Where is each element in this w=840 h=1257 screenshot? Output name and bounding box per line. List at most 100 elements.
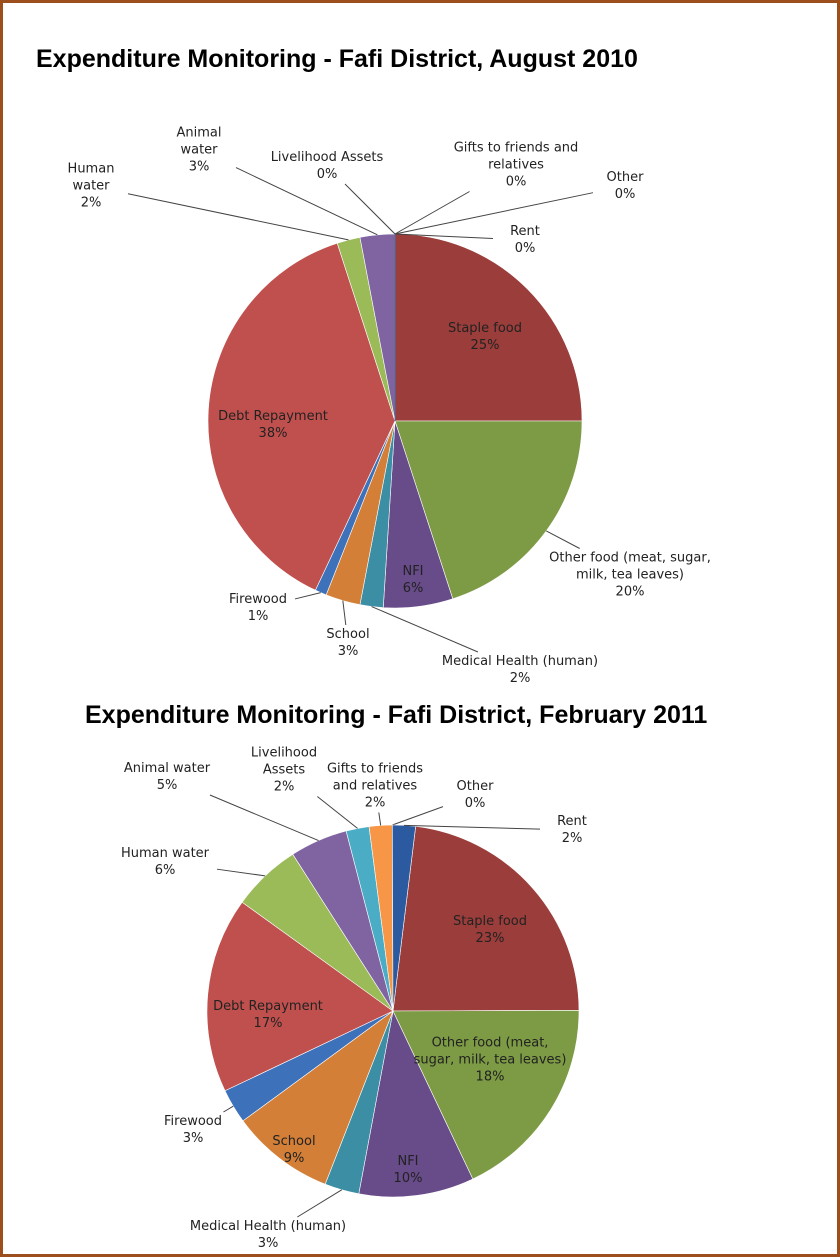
pie-slice bbox=[394, 233, 583, 422]
leader-line bbox=[371, 606, 479, 653]
value-label: 3% bbox=[188, 159, 210, 175]
category-label: Medical Health (human) bbox=[189, 1219, 347, 1234]
slice-label: Debt Repayment 38% bbox=[203, 408, 343, 442]
leader-line bbox=[209, 794, 319, 842]
value-label: 0% bbox=[505, 174, 527, 190]
leader-line bbox=[344, 183, 396, 235]
value-label: 3% bbox=[182, 1131, 204, 1146]
value-label: 25% bbox=[470, 338, 500, 353]
value-label: 2% bbox=[561, 831, 583, 846]
value-label: 3% bbox=[257, 1236, 279, 1251]
category-label: Livelihood Assets bbox=[250, 745, 318, 778]
slice-label: School 9% bbox=[264, 1133, 324, 1167]
category-label: Human water bbox=[67, 161, 115, 194]
category-label: Animal water bbox=[176, 125, 222, 158]
slice-label: Other food (meat, sugar, milk, tea leave… bbox=[540, 550, 720, 601]
pie-slice bbox=[392, 826, 580, 1012]
pie-slice bbox=[206, 901, 394, 1092]
slice-label: Staple food 25% bbox=[440, 320, 530, 354]
leader-line bbox=[394, 192, 594, 235]
value-label: 9% bbox=[283, 1151, 305, 1166]
pie-slice bbox=[392, 1010, 580, 1180]
leader-line bbox=[317, 796, 358, 829]
slice-label: Other 0% bbox=[445, 778, 505, 812]
slice-label: Livelihood Assets 0% bbox=[257, 149, 397, 183]
leader-line bbox=[392, 806, 444, 826]
value-label: 2% bbox=[509, 671, 531, 686]
slice-label: Rent 2% bbox=[542, 813, 602, 847]
category-label: Livelihood Assets bbox=[270, 150, 384, 165]
value-label: 17% bbox=[253, 1016, 283, 1031]
category-label: NFI bbox=[402, 564, 424, 579]
category-label: Firewood bbox=[164, 1114, 222, 1129]
slice-label: Debt Repayment 17% bbox=[198, 998, 338, 1032]
slice-label: NFI 6% bbox=[393, 563, 433, 597]
slice-label: NFI 10% bbox=[388, 1153, 428, 1187]
slice-label: Gifts to friends and relatives 0% bbox=[441, 140, 591, 191]
value-label: 2% bbox=[364, 795, 386, 811]
value-label: 20% bbox=[615, 584, 645, 600]
leader-line bbox=[546, 530, 580, 549]
leader-line bbox=[394, 233, 494, 240]
slice-label: Staple food 23% bbox=[445, 913, 535, 947]
slice-label: Human water 2% bbox=[56, 161, 126, 212]
slice-label: Gifts to friends and relatives 2% bbox=[315, 761, 435, 812]
pie-slice bbox=[207, 242, 396, 591]
charts bbox=[127, 167, 594, 1218]
value-label: 10% bbox=[393, 1171, 423, 1186]
slice-label: Animal water 5% bbox=[117, 760, 217, 794]
slice-label: Rent 0% bbox=[495, 223, 555, 257]
slice-label: Firewood 1% bbox=[223, 591, 293, 625]
category-label: Human water bbox=[120, 846, 210, 861]
category-label: Gifts to friends and relatives bbox=[453, 140, 579, 173]
category-label: Other food (meat, sugar, milk, tea leave… bbox=[549, 550, 711, 583]
slice-label: Animal water 3% bbox=[164, 125, 234, 176]
leader-line bbox=[294, 592, 321, 600]
category-label: Debt Repayment bbox=[218, 409, 328, 424]
pie-slice bbox=[242, 1010, 394, 1185]
category-label: School bbox=[326, 627, 370, 642]
slice-label: Firewood 3% bbox=[158, 1113, 228, 1147]
leader-line bbox=[127, 193, 349, 241]
value-label: 3% bbox=[337, 644, 359, 659]
value-label: 6% bbox=[154, 863, 176, 878]
slice-label: School 3% bbox=[318, 626, 378, 660]
value-label: 0% bbox=[464, 796, 486, 811]
category-label: Staple food bbox=[447, 321, 523, 336]
chart-title: Expenditure Monitoring - Fafi District, … bbox=[85, 701, 708, 729]
value-label: 0% bbox=[316, 167, 338, 182]
leader-line bbox=[342, 600, 347, 626]
value-label: 18% bbox=[475, 1069, 505, 1085]
slice-label: Medical Health (human) 2% bbox=[420, 653, 620, 687]
value-label: 2% bbox=[80, 195, 102, 211]
category-label: Other food (meat, sugar, milk, tea leave… bbox=[413, 1035, 567, 1068]
slice-label: Other food (meat, sugar, milk, tea leave… bbox=[410, 1035, 570, 1086]
category-label: Firewood bbox=[229, 592, 287, 607]
category-label: Rent bbox=[510, 224, 540, 239]
slice-label: Human water 6% bbox=[115, 845, 215, 879]
value-label: 6% bbox=[402, 581, 424, 596]
category-label: School bbox=[272, 1134, 316, 1149]
value-label: 5% bbox=[156, 778, 178, 793]
slice-label: Medical Health (human) 3% bbox=[168, 1218, 368, 1252]
category-label: Rent bbox=[557, 814, 587, 829]
category-label: NFI bbox=[397, 1154, 419, 1169]
leader-line bbox=[216, 868, 266, 877]
leader-line bbox=[394, 191, 470, 235]
category-label: Debt Repayment bbox=[213, 999, 323, 1014]
leader-line bbox=[223, 1105, 234, 1113]
value-label: 2% bbox=[273, 779, 295, 795]
value-label: 0% bbox=[614, 187, 636, 202]
category-label: Gifts to friends and relatives bbox=[326, 761, 423, 794]
leader-line bbox=[404, 824, 541, 830]
category-label: Medical Health (human) bbox=[441, 654, 599, 669]
category-label: Animal water bbox=[123, 761, 211, 776]
category-label: Other bbox=[456, 779, 494, 794]
value-label: 0% bbox=[514, 241, 536, 256]
category-label: Staple food bbox=[452, 914, 528, 929]
leader-line bbox=[378, 812, 382, 826]
value-label: 38% bbox=[258, 426, 288, 441]
pie-slice bbox=[394, 420, 583, 600]
slice-label: Other 0% bbox=[595, 169, 655, 203]
